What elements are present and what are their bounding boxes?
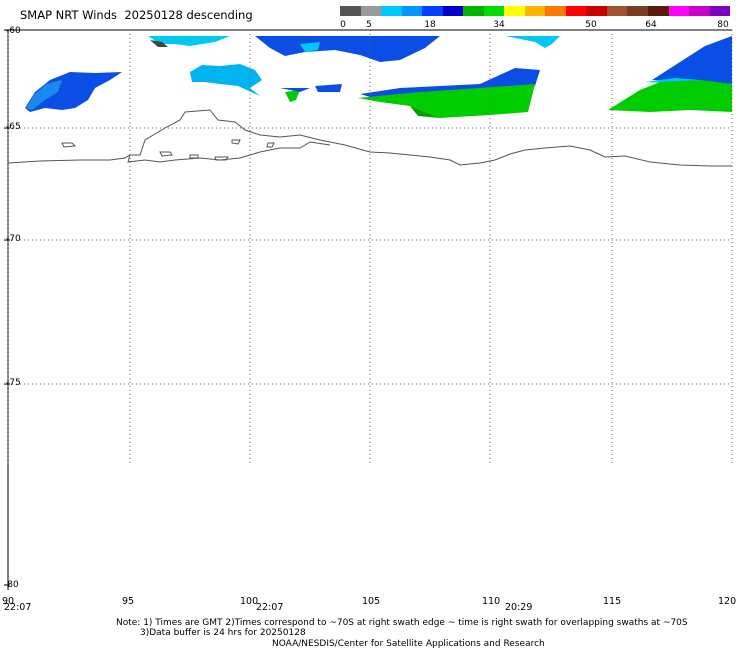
colorbar-segment	[381, 6, 402, 16]
colorbar-segment	[524, 6, 546, 16]
lat-label: -60	[6, 26, 21, 36]
colorbar-segment	[565, 6, 587, 16]
lon-label: 100	[240, 596, 259, 607]
colorbar-segment	[340, 6, 361, 16]
colorbar-tick-label: 64	[645, 20, 657, 30]
wind-swath-green-far-right	[608, 80, 732, 112]
lat-label: -70	[6, 234, 21, 244]
wind-speed-colorbar	[340, 6, 731, 16]
colorbar-segment	[709, 6, 731, 16]
wind-swath-blue-far-right	[652, 36, 732, 84]
time-label: 20:29	[505, 602, 533, 613]
time-label: 22:07	[256, 602, 284, 613]
lat-label: -80	[4, 580, 19, 590]
lat-label: -75	[6, 378, 21, 388]
wind-swath-blue-left	[25, 72, 122, 112]
colorbar-segment	[504, 6, 525, 16]
lon-label: 105	[362, 596, 381, 607]
wind-swath-cyan-top	[148, 36, 230, 46]
lon-label: 115	[603, 596, 622, 607]
colorbar-segment	[545, 6, 566, 16]
colorbar-segment	[442, 6, 464, 16]
wind-swath-blue-right	[360, 68, 540, 100]
colorbar-tick-label: 34	[493, 20, 505, 30]
colorbar-segment	[586, 6, 607, 16]
lon-label: 120	[718, 596, 737, 607]
note-line-2: 3)Data buffer is 24 hrs for 20250128	[140, 628, 306, 638]
credit-line: NOAA/NESDIS/Center for Satellite Applica…	[272, 639, 545, 649]
colorbar-segment	[401, 6, 423, 16]
colorbar-tick-label: 0	[340, 20, 346, 30]
colorbar-segment	[463, 6, 484, 16]
colorbar-tick-label: 18	[424, 20, 436, 30]
colorbar-segment	[627, 6, 648, 16]
colorbar-segment	[483, 6, 505, 16]
wind-swath-green-right	[358, 84, 535, 118]
lon-label: 110	[482, 596, 501, 607]
land-outline	[7, 109, 732, 167]
colorbar-segment	[422, 6, 443, 16]
wind-swaths	[25, 36, 732, 118]
colorbar-segment	[647, 6, 669, 16]
wind-swath-cyan-center	[190, 64, 262, 96]
colorbar-segment	[668, 6, 690, 16]
colorbar-tick-label: 50	[585, 20, 597, 30]
colorbar-segment	[360, 6, 382, 16]
colorbar-segment	[689, 6, 710, 16]
map-title: SMAP NRT Winds 20250128 descending	[20, 8, 253, 22]
lat-label: -65	[6, 122, 21, 132]
graticule	[7, 30, 733, 465]
wind-swath-blue-top	[255, 36, 440, 62]
lon-label: 95	[122, 596, 135, 607]
colorbar-tick-label: 80	[717, 20, 729, 30]
colorbar-segment	[606, 6, 628, 16]
time-label: 22:07	[4, 602, 32, 613]
lat-ticks	[4, 29, 10, 586]
wind-swath-cyan-left	[26, 80, 62, 110]
colorbar-tick-label: 5	[366, 20, 372, 30]
note-line-1: Note: 1) Times are GMT 2)Times correspon…	[116, 618, 688, 628]
lon-label: 90	[2, 596, 15, 607]
